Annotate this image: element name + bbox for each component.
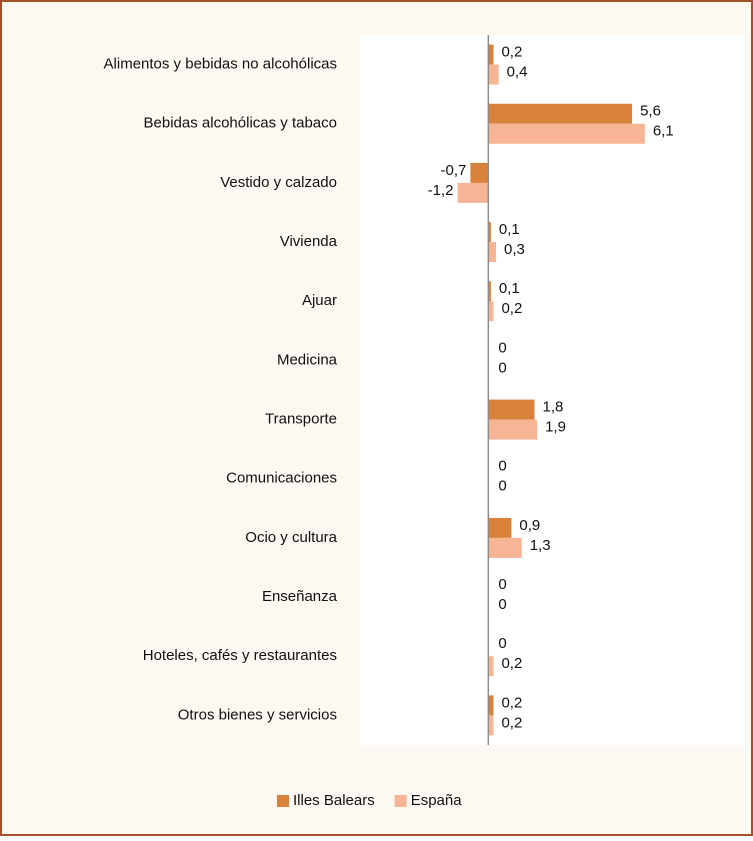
value-label: 0 [498, 458, 506, 475]
category-label: Medicina [277, 351, 338, 368]
bar [488, 242, 497, 263]
legend-label: Illes Balears [293, 792, 375, 809]
category-label: Ajuar [302, 292, 337, 309]
bar [488, 399, 535, 420]
value-label: 0 [498, 359, 506, 376]
category-label: Transporte [265, 411, 337, 428]
value-label: 0,1 [499, 221, 520, 238]
category-label: Vivienda [280, 233, 338, 250]
bar [488, 44, 494, 65]
value-label: 0,4 [507, 64, 528, 81]
bar [488, 103, 633, 124]
value-label: 0 [498, 596, 506, 613]
value-label: 0,2 [501, 44, 522, 61]
bar [488, 301, 494, 322]
bar [488, 419, 538, 440]
bar [457, 182, 489, 203]
category-label: Ocio y cultura [245, 529, 337, 546]
legend-swatch [394, 795, 407, 807]
value-label: 0,9 [519, 517, 540, 534]
bar [488, 715, 494, 736]
value-label: 1,8 [543, 399, 564, 416]
bar [488, 517, 512, 538]
value-label: -0,7 [441, 162, 467, 179]
value-label: 0 [498, 576, 506, 593]
value-label: 0,2 [501, 694, 522, 711]
bar [488, 123, 645, 144]
category-label: Alimentos y bebidas no alcohólicas [104, 56, 337, 73]
bar [488, 281, 491, 302]
category-label: Enseñanza [262, 588, 338, 605]
category-label: Vestido y calzado [220, 174, 337, 191]
value-label: 6,1 [653, 123, 674, 140]
bar [488, 537, 522, 558]
category-label: Bebidas alcohólicas y tabaco [144, 115, 337, 132]
bar [488, 64, 499, 85]
bar [488, 656, 494, 677]
category-label: Comunicaciones [226, 470, 337, 487]
value-label: 0 [498, 339, 506, 356]
value-label: 0,2 [501, 714, 522, 731]
bar [488, 222, 491, 243]
value-label: -1,2 [428, 182, 454, 199]
value-label: 0,2 [501, 300, 522, 317]
value-label: 5,6 [640, 103, 661, 120]
value-label: 1,3 [530, 537, 551, 554]
category-label: Otros bienes y servicios [178, 706, 337, 723]
category-label: Hoteles, cafés y restaurantes [143, 647, 337, 664]
value-label: 0,1 [499, 280, 520, 297]
value-label: 0 [498, 478, 506, 495]
value-label: 0 [498, 635, 506, 652]
value-label: 1,9 [545, 419, 566, 436]
value-label: 0,2 [501, 655, 522, 672]
bar [470, 162, 489, 183]
legend-swatch [277, 795, 289, 807]
plot-area [360, 35, 745, 745]
legend-label: España [411, 792, 463, 809]
bar [488, 695, 494, 716]
value-label: 0,3 [504, 241, 525, 258]
